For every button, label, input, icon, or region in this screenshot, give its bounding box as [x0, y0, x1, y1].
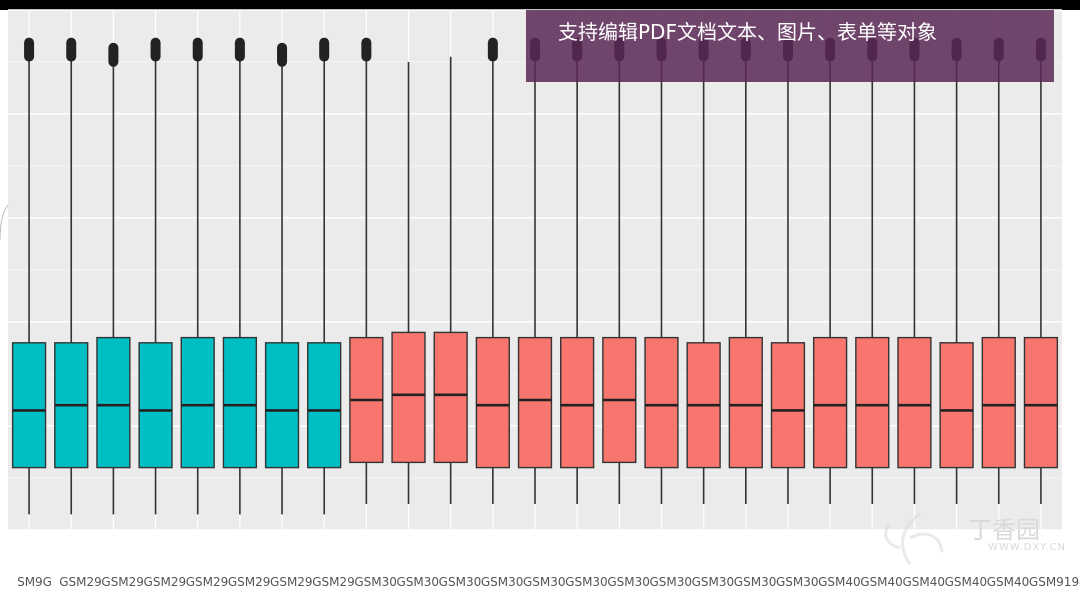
- x-tick-label: GSM29: [144, 575, 187, 589]
- outlier-cluster: [234, 37, 245, 62]
- box-20: [812, 37, 848, 504]
- outlier-cluster: [277, 42, 288, 67]
- box-body: [644, 336, 679, 469]
- box-body: [855, 336, 890, 469]
- box-12: [475, 37, 510, 504]
- box-body: [939, 342, 974, 469]
- x-tick-label: GSM30: [734, 575, 777, 589]
- box-body: [770, 342, 806, 469]
- box-body: [981, 336, 1016, 469]
- x-tick-label: GSM29: [186, 575, 229, 589]
- outlier-cluster: [319, 37, 330, 62]
- box-25: [1023, 37, 1059, 504]
- box-body: [897, 336, 932, 469]
- box-body: [391, 331, 426, 464]
- box-series: [11, 37, 1059, 515]
- box-15: [602, 37, 637, 504]
- box-body: [138, 342, 173, 469]
- outlier-cluster: [150, 37, 161, 62]
- box-body: [812, 336, 848, 469]
- box-body: [222, 336, 258, 469]
- x-tick-label: GSM30: [607, 575, 650, 589]
- box-18: [728, 37, 763, 504]
- box-5: [180, 37, 215, 515]
- x-tick-label: GSM30: [354, 575, 397, 589]
- left-edge-curve: [0, 204, 9, 241]
- box-11: [433, 56, 468, 504]
- x-tick-label: GSM91946: [1029, 575, 1080, 589]
- box-body: [560, 336, 595, 469]
- watermark-text: 丁香园: [968, 516, 1040, 544]
- box-6: [222, 37, 258, 515]
- x-tick-labels: SM9G GSM29 GSM29 GSM29 GSM29 GSM29 GSM29 GSM29 G…: [17, 575, 1080, 589]
- box-body: [264, 342, 300, 469]
- x-tick-label: GSM30: [523, 575, 566, 589]
- box-body: [517, 336, 553, 469]
- x-tick-label: GSM30: [776, 575, 819, 589]
- box-4: [138, 37, 173, 515]
- x-tick-label: GSM29: [270, 575, 313, 589]
- x-tick-label: GSM30: [692, 575, 735, 589]
- box-14: [560, 37, 595, 504]
- box-17: [686, 37, 721, 504]
- x-tick-label: GSM29: [312, 575, 355, 589]
- x-tick-label: GSM30: [649, 575, 692, 589]
- box-1: [11, 37, 47, 515]
- top-bar: [0, 0, 1080, 10]
- box-7: [264, 42, 300, 515]
- box-body: [307, 342, 342, 469]
- box-2: [54, 37, 89, 515]
- box-8: [307, 37, 342, 515]
- x-tick-label: GSM40: [945, 575, 988, 589]
- box-9: [349, 37, 384, 504]
- box-body: [433, 331, 468, 464]
- box-body: [728, 336, 763, 469]
- outlier-cluster: [361, 37, 372, 62]
- x-tick-label: GSM29: [228, 575, 271, 589]
- x-tick-label: GSM30: [397, 575, 440, 589]
- x-tick-label: SM9G: [17, 575, 52, 589]
- outlier-cluster: [192, 37, 203, 62]
- x-tick-label: GSM30: [565, 575, 608, 589]
- box-10: [391, 62, 426, 504]
- x-tick-label: GSM40: [818, 575, 861, 589]
- outlier-cluster: [487, 37, 498, 62]
- outlier-cluster: [66, 37, 77, 62]
- x-tick-label: GSM29: [59, 575, 102, 589]
- watermark-logo-icon: [884, 512, 944, 565]
- box-3: [96, 42, 131, 515]
- x-tick-label: GSM30: [439, 575, 482, 589]
- box-body: [96, 336, 131, 469]
- box-19: [770, 37, 806, 504]
- box-body: [180, 336, 215, 469]
- box-21: [855, 37, 890, 504]
- box-23: [939, 37, 974, 504]
- x-tick-label: GSM29: [101, 575, 144, 589]
- box-body: [1023, 336, 1059, 469]
- x-tick-label: GSM40: [987, 575, 1030, 589]
- watermark-url: WWW.DXY.CN: [988, 542, 1066, 553]
- x-tick-label: GSM40: [902, 575, 945, 589]
- box-body: [11, 342, 47, 469]
- x-tick-label: GSM40: [860, 575, 903, 589]
- x-tick-label: GSM30: [481, 575, 524, 589]
- outlier-cluster: [24, 37, 35, 62]
- box-body: [475, 336, 510, 469]
- promo-banner[interactable]: 支持编辑PDF文档文本、图片、表单等对象: [526, 10, 1054, 82]
- outlier-cluster: [108, 42, 119, 67]
